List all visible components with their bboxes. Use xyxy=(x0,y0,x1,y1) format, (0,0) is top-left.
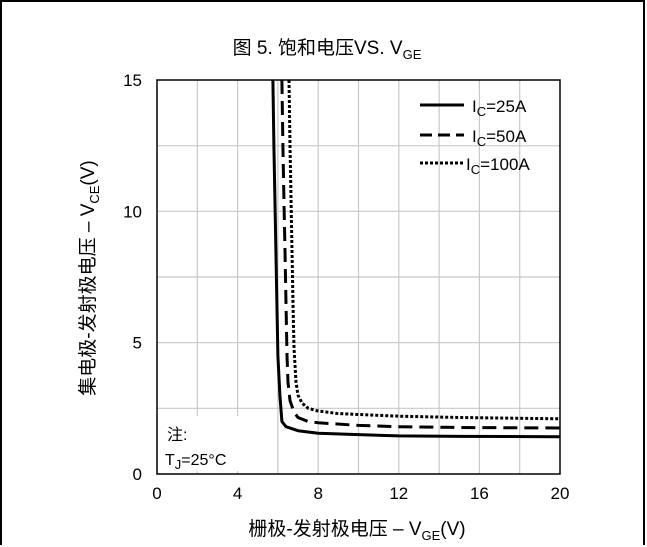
x-tick-label: 0 xyxy=(152,484,161,503)
annotation-note-label: 注: xyxy=(167,426,187,444)
x-tick-label: 16 xyxy=(470,484,489,503)
chart-title: 图 5. 饱和电压VS. VGE xyxy=(233,37,422,62)
series-line-ic-50a xyxy=(280,79,561,430)
x-tick-label: 20 xyxy=(551,484,570,503)
y-axis-label: 集电极-发射极电压 – VCE(V) xyxy=(77,160,102,396)
series-line-ic-100a xyxy=(287,79,561,421)
plot-area-border xyxy=(156,79,561,475)
annotation-box xyxy=(160,416,240,471)
y-tick-label: 15 xyxy=(123,71,142,90)
x-axis-label: 栅极-发射极电压 – VGE(V) xyxy=(248,518,465,543)
y-tick-labels: 0 5 10 15 xyxy=(123,71,142,484)
x-tick-label: 4 xyxy=(233,484,242,503)
x-tick-label: 12 xyxy=(389,484,408,503)
gridlines xyxy=(157,80,560,474)
legend-label-ic-100a: IC=100A xyxy=(466,155,530,177)
y-tick-label: 10 xyxy=(123,202,142,221)
legend-label-ic-50a: IC=50A xyxy=(472,127,527,149)
legend: IC=25A IC=50A IC=100A xyxy=(420,97,530,177)
x-tick-label: 8 xyxy=(313,484,322,503)
annotation-temperature: TJ=25°C xyxy=(165,452,226,472)
y-tick-label: 5 xyxy=(133,334,142,353)
legend-label-ic-25a: IC=25A xyxy=(472,97,527,119)
series-lines xyxy=(271,79,561,439)
x-tick-labels: 0 4 8 12 16 20 xyxy=(152,484,569,503)
y-tick-label: 0 xyxy=(133,465,142,484)
series-line-ic-25a xyxy=(271,79,561,439)
